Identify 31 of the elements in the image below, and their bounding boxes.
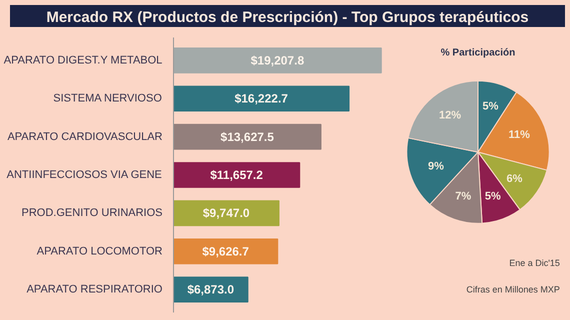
- data-label: $19,207.8: [250, 53, 304, 68]
- data-label: $16,222.7: [234, 92, 288, 106]
- data-label: 5%: [482, 100, 499, 113]
- data-label: $6,873.0: [187, 282, 234, 297]
- bar: [174, 124, 322, 150]
- y-tick-label: APARATO DIGEST.Y METABOL: [4, 54, 162, 66]
- y-tick-label: ANTIINFECCIOSOS VIA GENE: [6, 169, 162, 181]
- y-tick-label: APARATO RESPIRATORIO: [26, 284, 163, 296]
- bar: [174, 48, 382, 74]
- chart-title: Mercado RX (Productos de Prescripción) - Top Grupos terapéuticos: [46, 8, 529, 28]
- bar: [174, 238, 278, 264]
- bar: [174, 86, 350, 112]
- data-label: 5%: [484, 190, 502, 203]
- bar: [174, 200, 280, 226]
- data-label: 7%: [455, 190, 472, 203]
- text: Ene a Dic'15: [509, 258, 560, 268]
- data-label: $9,626.7: [202, 244, 250, 258]
- bar: [174, 162, 300, 188]
- y-tick-label: SISTEMA NERVIOSO: [53, 92, 162, 105]
- y-tick-label: PROD.GENITO URINARIOS: [22, 207, 163, 220]
- y-tick-label: APARATO CARDIOVASCULAR: [7, 130, 163, 143]
- data-label: $13,627.5: [220, 130, 274, 144]
- data-label: $9,747.0: [202, 206, 250, 220]
- data-label: 12%: [439, 109, 462, 122]
- y-tick-label: APARATO LOCOMOTOR: [36, 245, 163, 258]
- chart-title: % Participación: [440, 47, 516, 58]
- data-label: 9%: [428, 160, 444, 173]
- data-label: 6%: [506, 172, 523, 185]
- text: Cifras en Millones MXP: [466, 284, 560, 295]
- data-label: $11,657.2: [210, 168, 264, 182]
- data-label: 11%: [508, 128, 530, 141]
